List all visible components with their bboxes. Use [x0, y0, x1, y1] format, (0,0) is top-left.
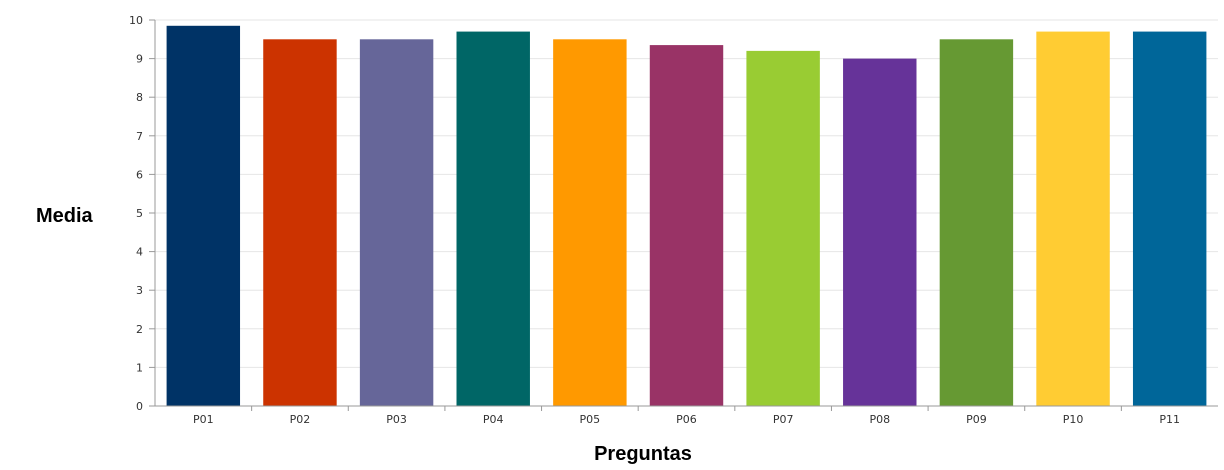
y-tick-label: 0: [136, 400, 143, 413]
y-tick-label: 5: [136, 207, 143, 220]
x-tick-label: P07: [773, 413, 794, 426]
y-axis-title: Media: [36, 205, 94, 227]
bar-p04: [456, 31, 530, 407]
x-tick-label: P05: [580, 413, 601, 426]
x-tick-label: P02: [290, 413, 311, 426]
x-tick-label: P11: [1159, 413, 1180, 426]
x-axis-title: Preguntas: [594, 443, 692, 465]
bar-p05: [553, 39, 627, 407]
y-tick-label: 7: [136, 130, 143, 143]
x-tick-label: P04: [483, 413, 504, 426]
bar-p06: [649, 45, 724, 407]
y-tick-labels: 0 1 2 3 4 5 6 7 8 9 10: [129, 14, 143, 413]
x-tick-label: P08: [869, 413, 890, 426]
x-tick-label: P09: [966, 413, 987, 426]
x-tick-label: P01: [193, 413, 214, 426]
y-tick-label: 1: [136, 361, 143, 374]
x-tick-labels: P01 P02 P03 P04 P05 P06 P07 P08 P09 P10 P11: [193, 413, 1180, 426]
bar-p02: [263, 39, 337, 407]
bar-p07: [746, 50, 820, 406]
y-tick-label: 10: [129, 14, 143, 27]
y-tick-label: 9: [136, 53, 143, 66]
y-tick-label: 3: [136, 284, 143, 297]
y-tick-label: 6: [136, 168, 143, 181]
bar-p01: [166, 25, 241, 406]
x-tick-label: P10: [1063, 413, 1084, 426]
y-tick-label: 2: [136, 323, 143, 336]
bar-p10: [1036, 31, 1110, 407]
x-tick-label: P06: [676, 413, 697, 426]
bar-p03: [359, 39, 434, 407]
y-tick-label: 8: [136, 91, 143, 104]
bars: [166, 25, 1207, 407]
axes: [149, 19, 1218, 411]
y-tick-label: 4: [136, 246, 143, 259]
bar-p11: [1132, 31, 1207, 407]
bar-p09: [939, 39, 1014, 407]
bar-p08: [843, 58, 917, 406]
x-tick-label: P03: [386, 413, 407, 426]
